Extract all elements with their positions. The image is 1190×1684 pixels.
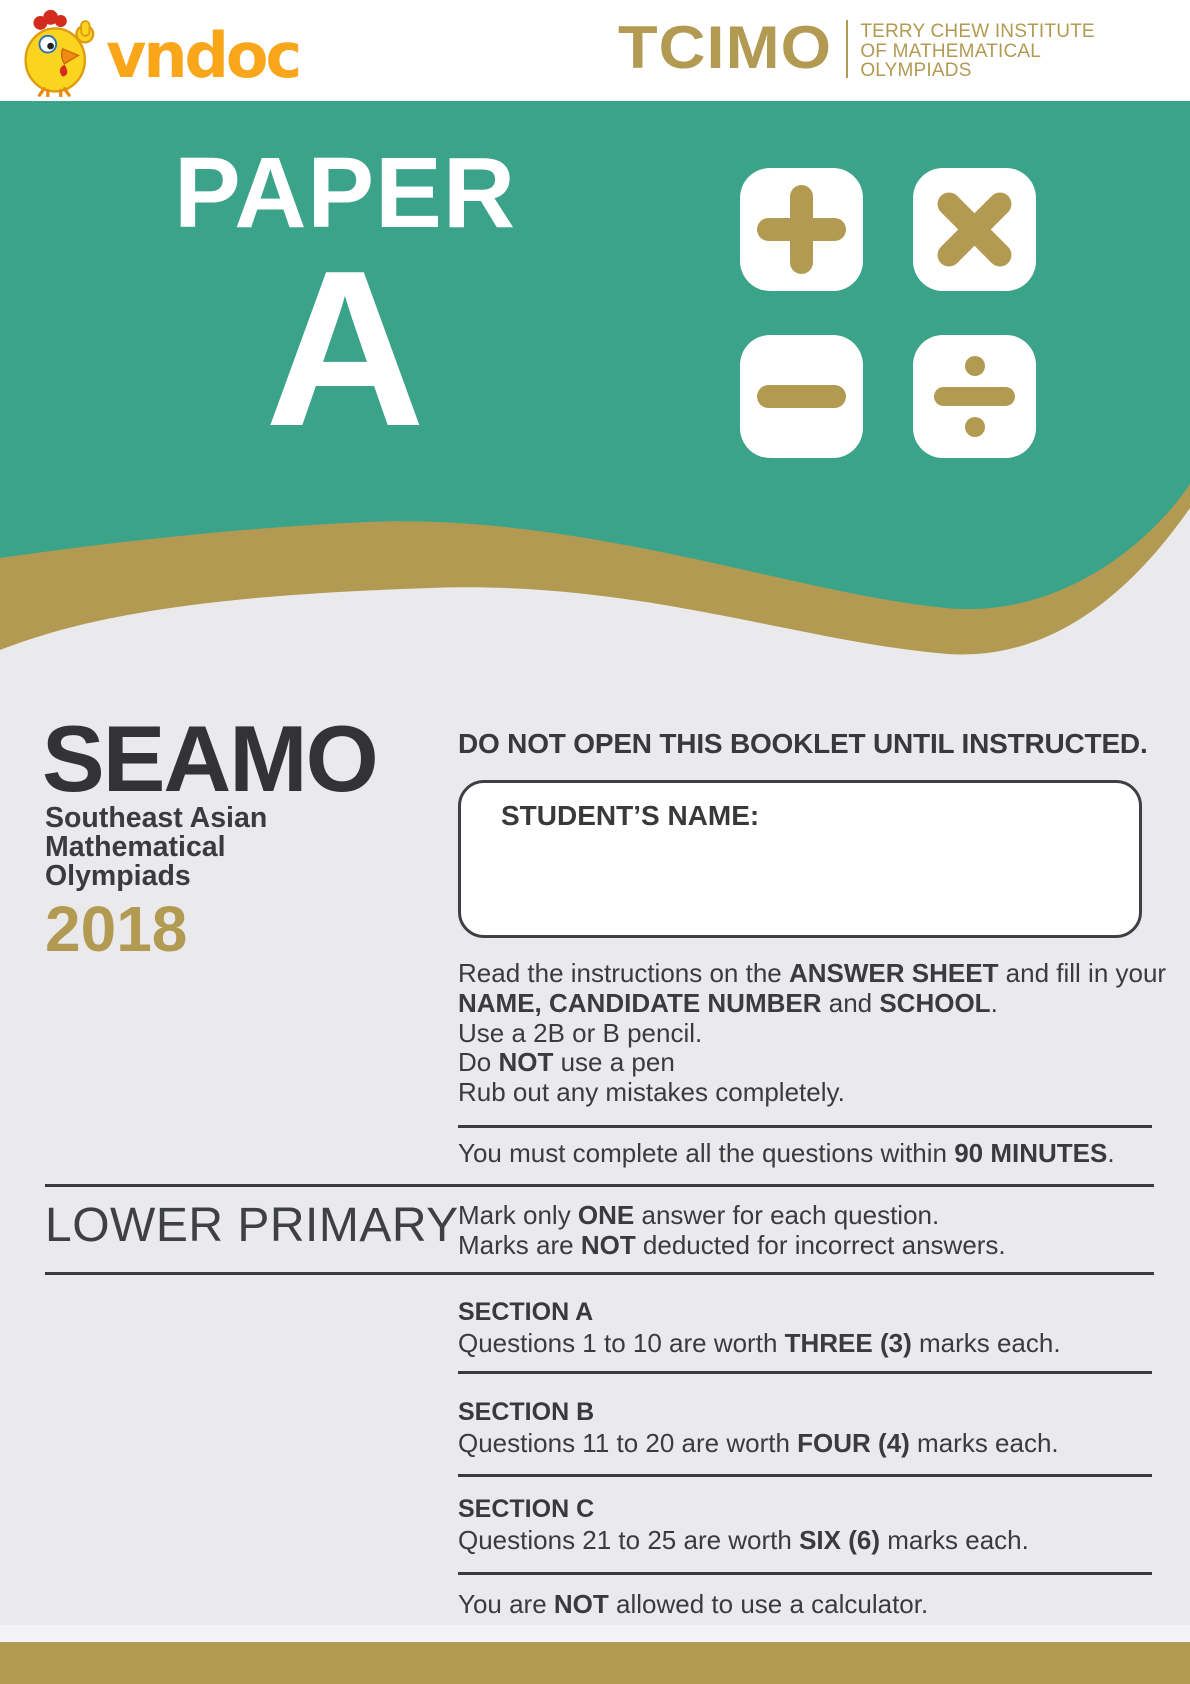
paper-label: PAPER (173, 137, 517, 249)
plus-icon (740, 168, 863, 291)
exam-year: 2018 (45, 893, 188, 965)
exam-level: LOWER PRIMARY (45, 1199, 459, 1252)
section-c-detail: Questions 21 to 25 are worth SIX (6) mar… (458, 1525, 1029, 1555)
divider-line (458, 1371, 1152, 1374)
section-c-title: SECTION C (458, 1495, 595, 1523)
tcimo-institute-line: OLYMPIADS (860, 60, 972, 81)
divider-line (458, 1474, 1152, 1477)
instruction-line: NAME, CANDIDATE NUMBER and SCHOOL. (458, 987, 998, 1018)
section-a-detail: Questions 1 to 10 are worth THREE (3) ma… (458, 1328, 1061, 1358)
teal-banner-shape (0, 101, 1190, 610)
divide-icon-bar (934, 387, 1015, 406)
tcimo-logo-text: TCIMO (618, 14, 833, 81)
instruction-line: Do NOT use a pen (458, 1047, 675, 1078)
vndoc-logo-text: vndoc (106, 19, 302, 92)
marking-line: Mark only ONE answer for each question. (458, 1200, 940, 1230)
divide-icon-dot (964, 417, 985, 437)
multiply-icon (913, 168, 1036, 291)
section-a-title: SECTION A (458, 1298, 594, 1326)
instruction-line: Rub out any mistakes completely. (458, 1077, 845, 1108)
minus-icon-bar (757, 385, 846, 408)
answer-sheet-instructions: Read the instructions on the ANSWER SHEE… (458, 958, 1167, 1108)
footer-highlight-strip (0, 1625, 1190, 1642)
calculator-note: You are NOT allowed to use a calculator. (458, 1589, 929, 1619)
banner-wave-graphic (0, 101, 1190, 655)
divider-line (458, 1125, 1152, 1128)
header-bar: vndoc TCIMO TERRY CHEW INSTITUTE OF MATH… (0, 0, 1190, 101)
seamo-full-name-line: Olympiads (45, 860, 191, 892)
divider-line (458, 1572, 1152, 1575)
divide-icon (913, 335, 1036, 458)
seamo-acronym: SEAMO (42, 706, 379, 811)
section-b-detail: Questions 11 to 20 are worth FOUR (4) ma… (458, 1428, 1059, 1458)
plus-icon-bar (790, 185, 813, 274)
divider-line (45, 1272, 1154, 1275)
do-not-open-warning: DO NOT OPEN THIS BOOKLET UNTIL INSTRUCTE… (458, 728, 1148, 759)
minus-icon (740, 335, 863, 458)
tcimo-institute-line: OF MATHEMATICAL (860, 40, 1042, 62)
section-b-title: SECTION B (458, 1398, 595, 1426)
tcimo-institute-line: TERRY CHEW INSTITUTE (860, 21, 1095, 42)
tcimo-logo: TCIMO TERRY CHEW INSTITUTE OF MATHEMATIC… (618, 18, 1095, 81)
divide-icon-dot (964, 356, 985, 376)
student-name-label: STUDENT’S NAME: (501, 800, 760, 831)
instruction-line: Use a 2B or B pencil. (458, 1017, 703, 1048)
seamo-full-name: Southeast Asian Mathematical Olympiads (45, 804, 267, 891)
tcimo-logo-divider (846, 20, 849, 78)
time-limit-note: You must complete all the questions with… (458, 1138, 1115, 1168)
footer-gold-bar (0, 1642, 1190, 1684)
seamo-full-name-line: Mathematical (45, 831, 226, 863)
instruction-line: Read the instructions on the ANSWER SHEE… (458, 958, 1167, 988)
vndoc-logo: vndoc (16, 8, 302, 98)
divider-line (45, 1184, 1154, 1187)
marking-notes: Mark only ONE answer for each question. … (458, 1200, 1006, 1260)
tcimo-institute-name: TERRY CHEW INSTITUTE OF MATHEMATICAL OLY… (860, 22, 1094, 81)
seamo-full-name-line: Southeast Asian (45, 802, 268, 834)
marking-line: Marks are NOT deducted for incorrect ans… (458, 1229, 1006, 1260)
chicken-mascot-icon (24, 9, 95, 97)
paper-variant-letter: A (264, 225, 426, 473)
student-name-box: STUDENT’S NAME: (458, 780, 1142, 938)
